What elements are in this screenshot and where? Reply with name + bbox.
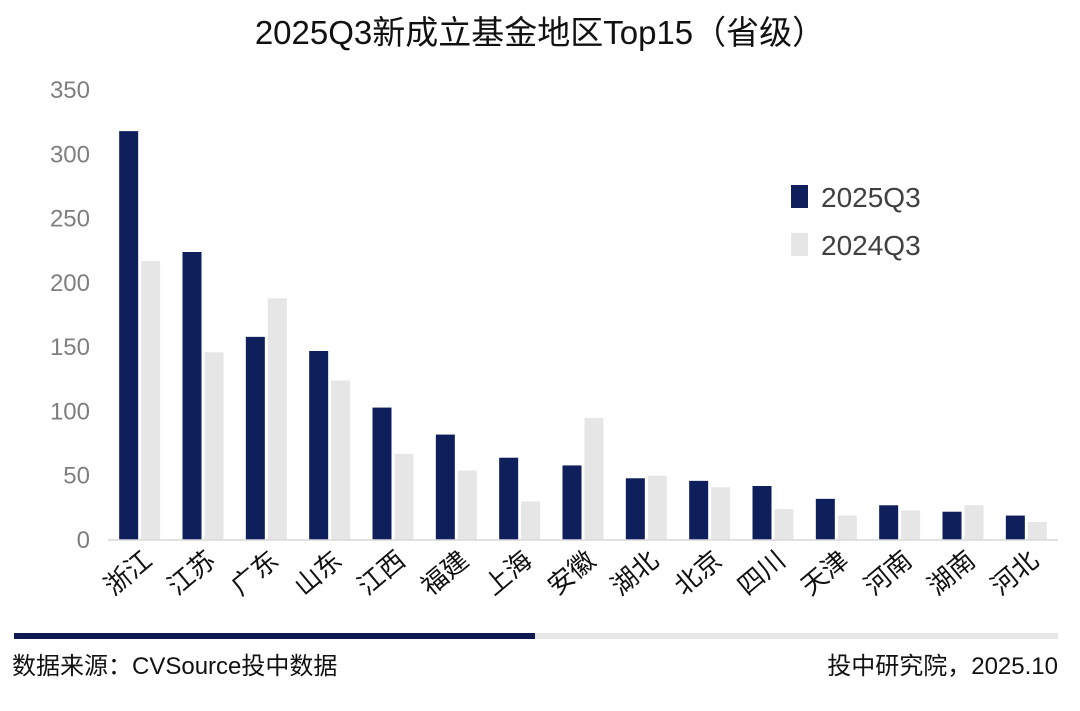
- x-tick-label: 天津: [795, 545, 854, 601]
- x-tick-label: 上海: [478, 545, 537, 601]
- bar-2024Q3-四川: [774, 509, 794, 540]
- bar-2025Q3-北京: [689, 480, 709, 540]
- x-tick-label: 湖北: [605, 545, 664, 601]
- source-note: 数据来源：CVSource投中数据: [12, 653, 338, 680]
- x-tick-label: 四川: [732, 545, 791, 601]
- bar-2025Q3-江西: [372, 407, 392, 540]
- y-tick-label: 50: [63, 463, 90, 490]
- bar-2024Q3-北京: [711, 487, 731, 540]
- bar-2024Q3-山东: [331, 380, 351, 540]
- bar-2025Q3-安徽: [562, 465, 582, 540]
- credit-note: 投中研究院，2025.10: [827, 653, 1058, 680]
- bar-2024Q3-福建: [457, 470, 477, 540]
- x-axis: 浙江 江苏 广东 山东 江西 福建 上海 安徽 湖北 北京 四川 天津 河南 湖南 河北: [98, 545, 1044, 601]
- bar-2025Q3-福建: [435, 434, 455, 540]
- chart-title: 2025Q3新成立基金地区Top15（省级）: [254, 14, 826, 51]
- bar-2024Q3-广东: [267, 298, 287, 540]
- bar-2024Q3-湖北: [647, 475, 667, 540]
- bar-2024Q3-江苏: [204, 352, 224, 540]
- x-tick-label: 河南: [858, 545, 917, 601]
- legend-swatch: [791, 233, 808, 256]
- bar-2024Q3-河北: [1027, 522, 1047, 540]
- x-tick-label: 江苏: [162, 545, 221, 601]
- bars: [119, 131, 1047, 540]
- x-tick-label: 河北: [985, 545, 1044, 601]
- x-tick-label: 浙江: [98, 545, 157, 601]
- x-tick-label: 福建: [415, 545, 474, 601]
- x-tick-label: 北京: [668, 545, 727, 601]
- bar-2025Q3-浙江: [119, 131, 139, 540]
- bar-2025Q3-河北: [1005, 515, 1025, 540]
- y-tick-label: 100: [50, 398, 90, 425]
- x-tick-label: 广东: [225, 545, 284, 601]
- bar-2024Q3-上海: [521, 501, 541, 540]
- y-tick-label: 200: [50, 270, 90, 297]
- y-tick-label: 300: [50, 141, 90, 168]
- bar-2025Q3-湖南: [942, 511, 962, 540]
- bar-2025Q3-江苏: [182, 252, 202, 540]
- bar-2025Q3-天津: [815, 498, 835, 540]
- bar-2025Q3-广东: [245, 336, 265, 540]
- bar-2024Q3-浙江: [141, 261, 161, 540]
- bar-2025Q3-河南: [879, 505, 899, 540]
- legend-swatch: [791, 185, 808, 208]
- x-tick-label: 江西: [352, 545, 411, 601]
- bar-2025Q3-山东: [309, 351, 329, 540]
- x-tick-label: 湖南: [922, 545, 981, 601]
- bar-2024Q3-湖南: [964, 505, 984, 540]
- legend-label: 2025Q3: [821, 182, 921, 213]
- bar-2024Q3-河南: [901, 510, 921, 540]
- bar-2025Q3-四川: [752, 486, 772, 540]
- y-tick-label: 0: [77, 527, 90, 554]
- footer-divider-dark: [14, 633, 535, 639]
- bar-2024Q3-江西: [394, 453, 414, 540]
- x-tick-label: 安徽: [542, 545, 601, 601]
- y-tick-label: 150: [50, 334, 90, 361]
- bar-2024Q3-安徽: [584, 417, 604, 540]
- footer-divider-light: [535, 633, 1058, 639]
- y-tick-label: 250: [50, 206, 90, 233]
- legend-label: 2024Q3: [821, 230, 921, 261]
- y-tick-label: 350: [50, 77, 90, 104]
- x-tick-label: 山东: [288, 545, 347, 601]
- legend: 2025Q3 2024Q3: [791, 182, 921, 261]
- bar-chart: 0 50 100 150 200 250 300 350 浙江 江苏 广东 山东 江西 福建 上海 安徽 湖北…: [50, 77, 1058, 601]
- bar-2024Q3-天津: [837, 515, 857, 540]
- y-axis: 0 50 100 150 200 250 300 350: [50, 77, 90, 554]
- bar-2025Q3-上海: [499, 457, 519, 540]
- bar-2025Q3-湖北: [625, 478, 645, 540]
- footer-divider: [14, 633, 1058, 639]
